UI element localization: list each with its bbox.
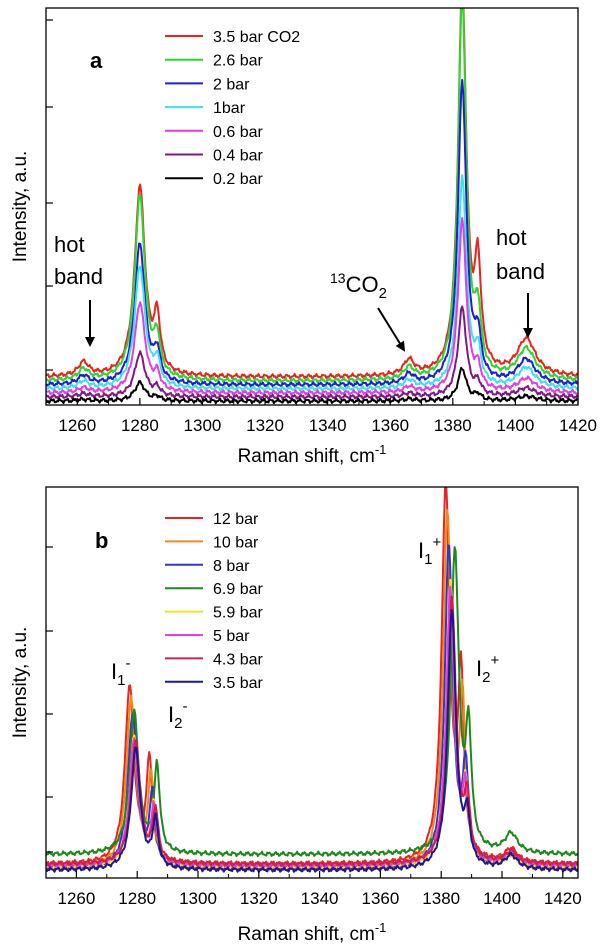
series-group [46,8,578,405]
peak-label-sub: 2 [482,669,490,686]
annotation-13co2-main: CO [346,272,379,297]
peak-label-sup: + [432,534,441,551]
legend-label: 0.4 bar [213,148,263,165]
x-tick-label: 1300 [184,416,222,435]
peak-label-sup: - [125,655,130,672]
peak-label-sub: 1 [424,551,432,568]
legend-label: 5.9 bar [213,605,263,622]
x-tick-label: 1280 [118,889,156,908]
annotation-13co2-sup: 13 [330,270,346,286]
legend-label: 0.6 bar [213,124,263,141]
x-tick-label: 1280 [121,416,159,435]
panel-b-chart: 1260 1280 1300 1320 1340 1360 1380 1400 1420 Rama… [10,486,582,945]
legend-label: 4.3 bar [213,651,263,668]
peak-label-sup: + [490,652,499,669]
annotation-arrow [377,307,406,352]
x-tick-label: 1300 [179,889,217,908]
x-tick-label: 1380 [422,889,460,908]
x-tick-label: 1320 [240,889,278,908]
panel-a-chart: 1260 1280 1300 1320 1340 1360 1380 1400 1420 Rama… [10,7,597,467]
x-tick-label: 1260 [58,416,96,435]
legend-label: 3.5 bar CO2 [213,29,300,46]
x-tick-label: 1260 [57,889,95,908]
peak-label-sub: 2 [174,715,182,732]
panel-letter: b [95,528,108,553]
annotation-13co2-sub: 2 [379,285,387,302]
series-line-1 [46,8,578,380]
peak-label-sub: 1 [117,672,125,689]
peak-label: I1- [111,655,130,689]
series-line-6 [46,305,578,401]
x-tick-label: 1340 [309,416,347,435]
panel-letter: a [90,48,103,73]
x-tick-label: 1380 [434,416,472,435]
x-tick-label: 1360 [371,416,409,435]
peak-label-main: I [168,702,174,727]
annotation-13co2: 13CO2 [330,270,387,302]
plot-frame [45,7,579,406]
legend-label: 6.9 bar [213,581,263,598]
series-line-8 [46,609,578,873]
peak-label: I2+ [476,652,499,686]
peak-label: I1+ [418,534,441,568]
y-axis-label: Intensity, a.u. [10,627,31,739]
series-group [46,487,578,873]
legend-label: 0.2 bar [213,171,263,188]
series-line-4 [46,546,578,858]
x-axis-label: Raman shift, cm-1 [238,920,387,945]
peak-label-main: I [418,538,424,563]
legend-label: 8 bar [213,558,250,575]
legend-label: 5 bar [213,628,250,645]
x-tick-label: 1400 [496,416,534,435]
peak-label-sup: - [182,698,187,715]
series-line-4 [46,174,578,392]
x-axis-label-text: Raman shift, cm [238,924,375,945]
x-axis-label: Raman shift, cm-1 [238,442,387,467]
legend-label: 1bar [213,100,246,117]
x-tick-label: 1340 [301,889,339,908]
x-tick-label: 1420 [559,416,597,435]
legend-label: 2 bar [213,76,250,93]
annotation-hot-band: band [496,259,545,284]
series-line-7 [46,595,578,868]
annotation-hot-band: hot [54,232,85,257]
peak-label-main: I [111,659,117,684]
x-axis-label-sup: -1 [375,920,387,935]
series-line-5 [46,217,578,396]
annotation-hot-band: band [54,264,103,289]
x-tick-label: 1320 [246,416,284,435]
x-axis-label-sup: -1 [375,442,387,457]
x-tick-label: 1360 [361,889,399,908]
y-axis-label: Intensity, a.u. [10,151,31,263]
plot-frame [45,486,579,879]
x-axis-label-text: Raman shift, cm [238,446,375,467]
x-tick-label: 1400 [483,889,521,908]
series-line-7 [46,366,578,405]
legend-label: 3.5 bar [213,675,263,692]
peak-label: I2- [168,698,187,732]
legend-label: 12 bar [213,511,259,528]
x-tick-label: 1420 [544,889,582,908]
peak-label-main: I [476,656,482,681]
legend-label: 10 bar [213,534,259,551]
series-line-2 [46,8,578,384]
legend-label: 2.6 bar [213,53,263,70]
annotation-hot-band: hot [496,225,527,250]
